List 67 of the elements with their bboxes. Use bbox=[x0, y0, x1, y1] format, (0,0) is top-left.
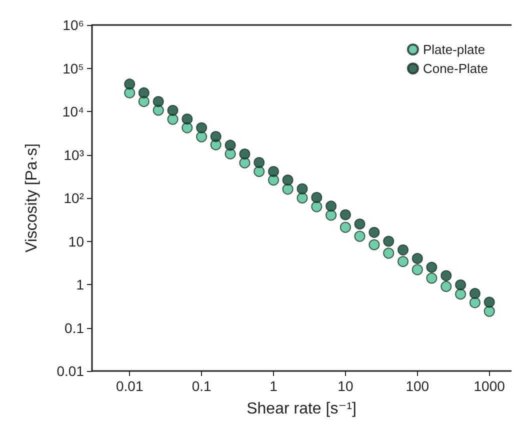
point bbox=[239, 148, 250, 160]
point bbox=[282, 174, 294, 186]
legend-label: Plate-plate bbox=[422, 42, 486, 57]
point bbox=[484, 296, 495, 308]
y-tick-label: 10⁴ bbox=[62, 104, 84, 120]
point bbox=[354, 218, 366, 230]
point bbox=[296, 192, 308, 204]
point bbox=[311, 201, 322, 212]
point bbox=[426, 262, 438, 273]
x-tick-label: 10 bbox=[338, 378, 354, 394]
point bbox=[167, 114, 178, 125]
point bbox=[354, 230, 366, 242]
y-axis-title: Viscosity [Pa·s] bbox=[24, 143, 40, 253]
y-tick-label: 10³ bbox=[64, 146, 84, 163]
x-tick-label: 0.1 bbox=[192, 378, 212, 394]
point bbox=[469, 297, 480, 308]
point bbox=[124, 78, 136, 90]
y-tick-label: 1 bbox=[76, 276, 84, 292]
x-axis-title: Shear rate [s⁻¹] bbox=[246, 400, 356, 418]
point bbox=[167, 104, 178, 116]
x-tick-label: 1000 bbox=[474, 378, 506, 394]
y-tick-label: 0.1 bbox=[64, 320, 84, 336]
point bbox=[138, 87, 150, 98]
x-tick-label: 100 bbox=[406, 378, 430, 394]
point bbox=[196, 131, 208, 142]
y-tick-label: 10⁵ bbox=[62, 60, 84, 76]
point bbox=[239, 157, 250, 168]
point bbox=[138, 96, 150, 108]
point bbox=[124, 87, 136, 98]
point bbox=[340, 209, 351, 220]
x-tick-label: 0.01 bbox=[116, 378, 144, 394]
point bbox=[383, 248, 394, 259]
point bbox=[326, 200, 337, 212]
point bbox=[196, 122, 208, 134]
y-tick-label: 10⁶ bbox=[62, 17, 84, 33]
legend-label: Cone-Plate bbox=[422, 61, 488, 76]
point bbox=[412, 264, 423, 276]
point bbox=[224, 140, 236, 151]
point bbox=[182, 114, 193, 125]
point bbox=[268, 166, 280, 177]
point bbox=[383, 236, 394, 247]
point bbox=[368, 239, 380, 250]
point bbox=[254, 166, 265, 177]
point bbox=[210, 131, 222, 142]
point bbox=[440, 270, 452, 282]
point bbox=[455, 279, 466, 290]
point bbox=[182, 122, 193, 134]
point bbox=[311, 192, 322, 203]
y-tick-label: 10² bbox=[64, 190, 84, 206]
y-tick-label: 10 bbox=[68, 233, 84, 250]
point bbox=[152, 96, 164, 108]
point bbox=[484, 306, 495, 317]
point bbox=[412, 252, 423, 264]
point bbox=[254, 157, 265, 168]
x-tick-label: 1 bbox=[270, 378, 278, 394]
point bbox=[398, 244, 409, 256]
point bbox=[282, 184, 294, 195]
point bbox=[326, 210, 337, 221]
point bbox=[340, 222, 351, 233]
point bbox=[469, 288, 480, 299]
point bbox=[368, 226, 380, 238]
point bbox=[426, 272, 438, 284]
point bbox=[398, 256, 409, 268]
point bbox=[455, 288, 466, 300]
point bbox=[440, 280, 452, 292]
y-tick-label: 0.01 bbox=[56, 363, 84, 379]
point bbox=[296, 183, 308, 194]
